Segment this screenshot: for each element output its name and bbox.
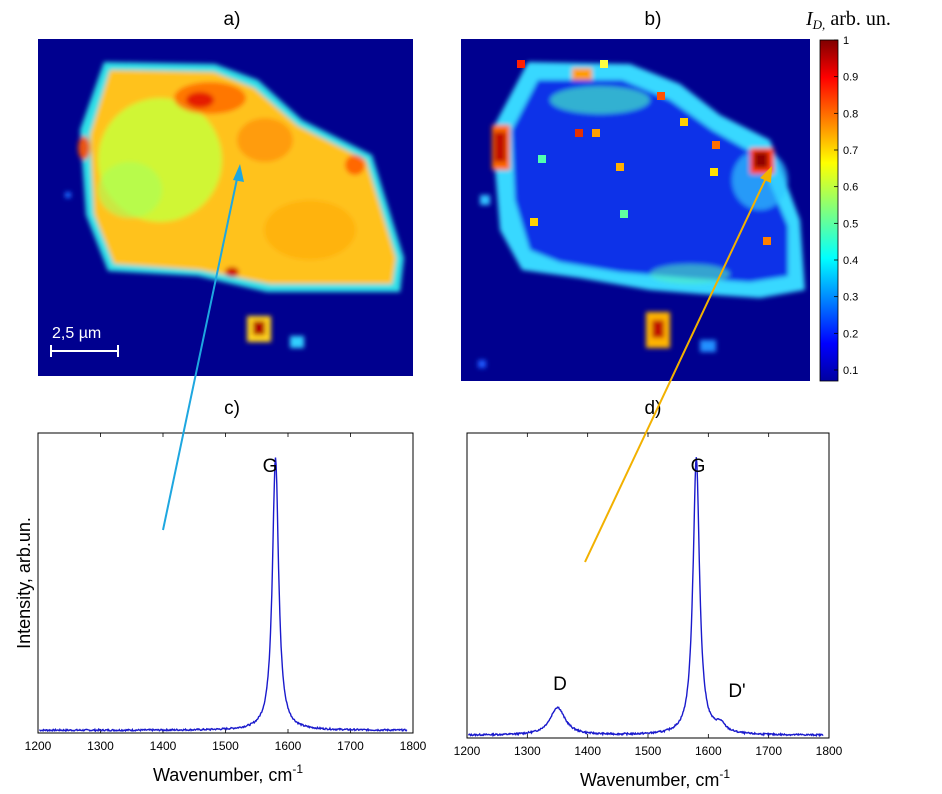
x-tick-label: 1300 (514, 744, 541, 758)
plot-c: 1200 1300 1400 1500 1600 1700 1800 G Intensity… (14, 432, 427, 785)
x-tick-label: 1600 (695, 744, 722, 758)
x-tick-label: 1600 (275, 739, 302, 753)
map-b (461, 39, 810, 381)
plot-c-frame (37, 432, 414, 734)
plot-d: 1200 1300 1400 1500 1600 1700 1800 D G D' Wave… (454, 432, 843, 790)
spectrum-line-d (467, 457, 824, 738)
xlabel-d: Wavenumber, cm-1 (580, 767, 730, 789)
ylabel-c: Intensity, arb.un. (14, 517, 34, 649)
map-a: 2,5 µm (38, 39, 413, 376)
x-tick-label: 1200 (25, 739, 52, 753)
panel-label-d: d) (645, 398, 662, 419)
x-tick-label: 1400 (150, 739, 177, 753)
x-tick-label: 1800 (400, 739, 427, 753)
arrow-b-head (760, 166, 772, 183)
panel-label-a: a) (224, 9, 241, 30)
plot-d-frame (466, 432, 830, 739)
x-tick-label: 1200 (454, 744, 481, 758)
arrow-b-to-d (584, 175, 768, 563)
colorbar-tick-label: 0.2 (843, 328, 858, 340)
colorbar-tick-label: 0.3 (843, 292, 858, 304)
colorbar-tick-label: 0.1 (843, 365, 858, 377)
peak-label-d-d: D (553, 674, 567, 695)
colorbar-tick-label: 0.8 (843, 108, 858, 120)
panel-label-b: b) (645, 9, 662, 30)
scale-bar-label: 2,5 µm (52, 325, 101, 342)
peak-label-d-dprime: D' (728, 681, 745, 702)
x-tick-label: 1700 (755, 744, 782, 758)
x-tick-label: 1500 (635, 744, 662, 758)
spectrum-line-c (39, 457, 408, 733)
colorbar-gradient (819, 39, 839, 382)
x-tick-label: 1300 (87, 739, 114, 753)
colorbar-tick-label: 1 (843, 35, 849, 47)
colorbar-title: ID, arb. un. (805, 8, 891, 32)
peak-label-d-g: G (691, 456, 706, 477)
xlabel-c: Wavenumber, cm-1 (153, 762, 303, 785)
arrow-a-head (233, 164, 244, 182)
colorbar-tick-label: 0.4 (843, 255, 858, 267)
x-tick-label: 1800 (816, 744, 843, 758)
x-tick-label: 1700 (337, 739, 364, 753)
colorbar-tick-label: 0.6 (843, 182, 858, 194)
x-tick-label: 1400 (574, 744, 601, 758)
arrow-a-to-c (162, 173, 239, 531)
colorbar: 0.1 0.2 0.3 0.4 0.5 0.6 0.7 0.8 0.9 1 ID, arb. un… (805, 8, 891, 382)
peak-label-c-g: G (263, 456, 278, 477)
x-tick-label: 1500 (212, 739, 239, 753)
panel-label-c: c) (224, 398, 240, 419)
colorbar-tick-label: 0.5 (843, 218, 858, 230)
colorbar-tick-label: 0.7 (843, 145, 858, 157)
colorbar-tick-label: 0.9 (843, 72, 858, 84)
